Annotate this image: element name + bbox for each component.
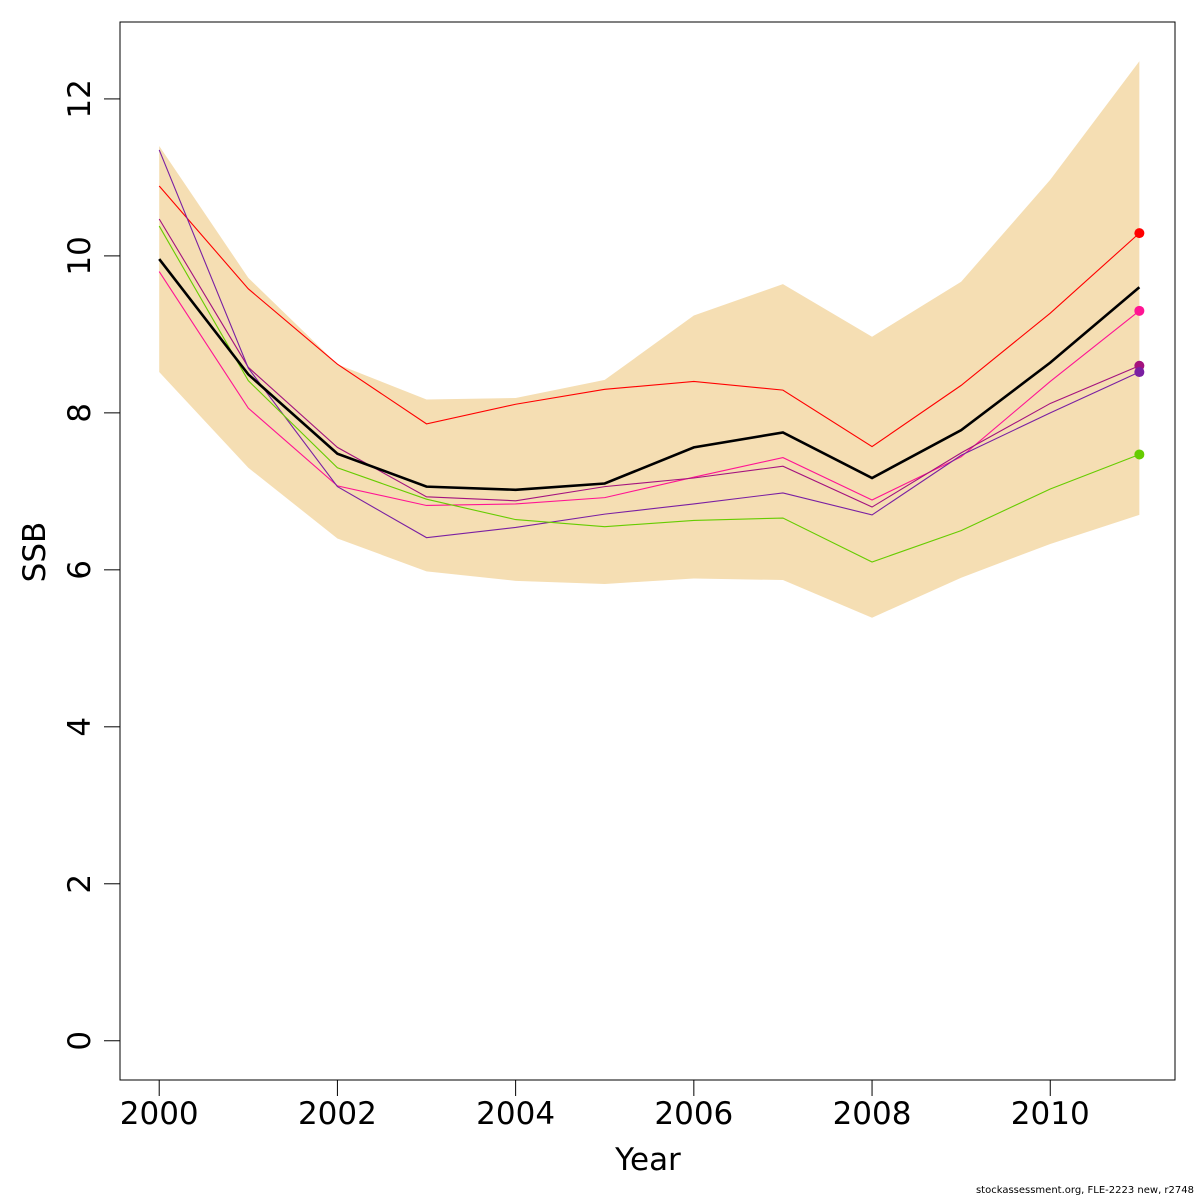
y-tick-label: 2: [62, 874, 98, 894]
x-axis-title: Year: [614, 1142, 681, 1178]
confidence-band-layer: [159, 61, 1140, 618]
y-tick-label: 4: [62, 717, 98, 737]
y-tick-label: 8: [62, 403, 98, 423]
y-tick-label: 6: [62, 560, 98, 580]
y-tick-label: 10: [62, 236, 98, 275]
y-axis-title: SSB: [17, 522, 53, 583]
series-line-3: [158, 218, 1140, 508]
estimate-layer: [158, 258, 1141, 492]
y-tick-label: 0: [62, 1031, 98, 1051]
x-tick-label: 2002: [298, 1096, 377, 1132]
confidence-band: [159, 61, 1140, 618]
series-layer: [158, 149, 1140, 563]
axes-layer: 2000 2002 2004 2006 2008 2010 0 2 4 6 8 10 12: [62, 21, 1176, 1132]
series-line-4: [158, 149, 1140, 539]
x-tick-label: 2006: [654, 1096, 733, 1132]
x-tick-label: 2010: [1011, 1096, 1090, 1132]
series-endpoint-1: [1134, 228, 1145, 239]
estimate-line: [158, 258, 1141, 492]
series-line-1: [158, 185, 1140, 448]
x-tick-label: 2004: [476, 1096, 555, 1132]
y-tick-label: 12: [62, 79, 98, 118]
series-endpoint-5: [1134, 449, 1145, 460]
footer-note: stockassessment.org, FLE-2223 new, r2748: [975, 1185, 1194, 1196]
x-tick-label: 2008: [833, 1096, 912, 1132]
series-line-5: [158, 225, 1140, 563]
endpoint-markers-layer: [1134, 228, 1145, 460]
series-endpoint-2: [1134, 305, 1145, 316]
series-endpoint-4: [1134, 367, 1145, 378]
x-tick-label: 2000: [120, 1096, 199, 1132]
